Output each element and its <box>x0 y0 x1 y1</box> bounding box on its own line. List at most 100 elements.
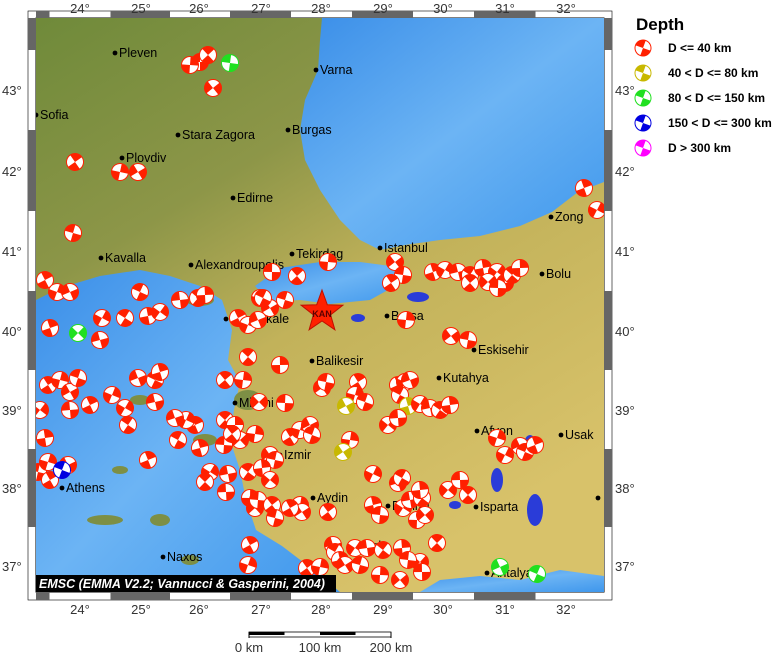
focal-mechanism[interactable] <box>239 534 262 557</box>
focal-mechanism[interactable] <box>181 56 199 74</box>
focal-mechanism[interactable] <box>413 563 431 581</box>
focal-mechanism[interactable] <box>201 76 225 100</box>
focal-mechanism[interactable] <box>193 470 217 494</box>
focal-mechanism[interactable] <box>37 451 58 472</box>
legend-beachball-icon[interactable] <box>633 38 654 59</box>
focal-mechanism[interactable] <box>489 279 507 297</box>
focal-mechanism[interactable] <box>79 394 102 417</box>
focal-mechanism[interactable] <box>526 563 548 585</box>
focal-mechanism[interactable] <box>220 422 244 446</box>
focal-mechanism[interactable] <box>411 481 430 500</box>
focal-mechanism[interactable] <box>263 263 281 281</box>
focal-mechanism[interactable] <box>258 468 282 492</box>
epicenter-star[interactable]: KAN <box>299 288 345 331</box>
focal-mechanism[interactable] <box>236 460 260 484</box>
focal-mechanism[interactable] <box>413 503 437 527</box>
legend-beachball-icon[interactable] <box>633 88 654 109</box>
focal-mechanism[interactable] <box>371 566 389 584</box>
focal-mechanism[interactable] <box>371 538 395 562</box>
focal-mechanism[interactable] <box>190 438 211 459</box>
focal-mechanism[interactable] <box>473 258 493 278</box>
focal-mechanism[interactable] <box>129 281 151 303</box>
focal-mechanism[interactable] <box>196 43 220 67</box>
focal-mechanism[interactable] <box>331 440 355 464</box>
focal-mechanism[interactable] <box>149 361 170 382</box>
legend-beachball-icon[interactable] <box>633 138 654 159</box>
focal-mechanism[interactable] <box>217 483 235 501</box>
focal-mechanism[interactable] <box>265 450 285 470</box>
focal-mechanism[interactable] <box>433 258 456 281</box>
focal-mechanism[interactable] <box>28 398 52 422</box>
focal-mechanism[interactable] <box>247 390 271 414</box>
focal-mechanism[interactable] <box>316 500 340 524</box>
focal-mechanism[interactable] <box>247 309 269 331</box>
focal-mechanism[interactable] <box>301 424 323 446</box>
focal-mechanism[interactable] <box>285 264 309 288</box>
focal-mechanism[interactable] <box>35 428 54 447</box>
focal-mechanism[interactable] <box>511 259 529 277</box>
focal-mechanism[interactable] <box>50 370 71 391</box>
focal-mechanism[interactable] <box>236 345 260 369</box>
focal-mechanism[interactable] <box>38 468 61 491</box>
focal-mechanism[interactable] <box>62 222 83 243</box>
focal-mechanism[interactable] <box>274 289 295 310</box>
focal-mechanism[interactable] <box>362 463 385 486</box>
focal-mechanism[interactable] <box>573 177 595 199</box>
focal-mechanism[interactable] <box>265 508 286 529</box>
map-area[interactable]: Pleven Varna Sofia Stara Zagora Burgas Plovdi… <box>28 18 609 592</box>
focal-mechanism[interactable] <box>399 369 421 391</box>
focal-mechanism[interactable] <box>116 413 140 437</box>
focal-mechanism[interactable] <box>389 409 407 427</box>
focal-mechanism[interactable] <box>354 391 376 413</box>
focal-mechanism[interactable] <box>586 199 609 222</box>
focal-mechanism[interactable] <box>167 429 190 452</box>
focal-mechanism[interactable] <box>458 271 482 295</box>
focal-mechanism[interactable] <box>90 330 111 351</box>
focal-mechanism[interactable] <box>271 356 289 374</box>
focal-mechanism[interactable] <box>245 424 264 443</box>
focal-mechanism[interactable] <box>494 444 517 467</box>
focal-mechanism[interactable] <box>218 464 238 484</box>
focal-mechanism[interactable] <box>137 449 159 471</box>
focal-mechanism[interactable] <box>383 250 407 274</box>
focal-mechanism[interactable] <box>316 372 336 392</box>
focal-mechanism[interactable] <box>390 466 413 489</box>
focal-mechanism[interactable] <box>234 371 253 390</box>
focal-mechanism[interactable] <box>113 396 136 419</box>
focal-mechanism[interactable] <box>371 506 390 525</box>
legend-beachball-icon[interactable] <box>633 63 654 84</box>
focal-mechanism[interactable] <box>220 53 239 72</box>
focal-mechanism[interactable] <box>486 427 507 448</box>
focal-mechanism[interactable] <box>436 478 460 502</box>
focal-mechanism[interactable] <box>456 483 480 507</box>
focal-mechanism[interactable] <box>276 394 294 412</box>
legend-beachball-icon[interactable] <box>633 113 654 134</box>
focal-mechanism[interactable] <box>34 269 57 292</box>
focal-mechanism[interactable] <box>388 568 412 592</box>
focal-mechanism[interactable] <box>58 380 81 403</box>
focal-mechanism[interactable] <box>350 555 371 576</box>
focal-mechanism[interactable] <box>39 317 61 339</box>
focal-mechanism[interactable] <box>51 459 73 481</box>
focal-mechanism[interactable] <box>101 384 123 406</box>
focal-mechanism[interactable] <box>148 300 172 324</box>
focal-mechanism[interactable] <box>310 557 330 577</box>
focal-mechanism[interactable] <box>335 395 358 418</box>
focal-mechanism[interactable] <box>61 401 79 419</box>
focal-mechanism[interactable] <box>278 496 301 519</box>
focal-mechanism[interactable] <box>91 307 114 330</box>
focal-mechanism[interactable] <box>126 160 149 183</box>
focal-mechanism[interactable] <box>524 434 546 456</box>
focal-mechanism[interactable] <box>164 407 186 429</box>
focal-mechanism[interactable] <box>425 531 449 555</box>
focal-mechanism[interactable] <box>397 311 416 330</box>
focal-mechanism[interactable] <box>59 281 81 303</box>
focal-mechanism[interactable] <box>399 551 418 570</box>
focal-mechanism[interactable] <box>171 291 190 310</box>
focal-mechanism[interactable] <box>440 395 459 414</box>
focal-mechanism[interactable] <box>319 253 337 271</box>
focal-mechanism[interactable] <box>66 321 90 345</box>
focal-mechanism[interactable] <box>127 367 149 389</box>
focal-mechanism[interactable] <box>489 556 511 578</box>
focal-mechanism[interactable] <box>458 330 478 350</box>
